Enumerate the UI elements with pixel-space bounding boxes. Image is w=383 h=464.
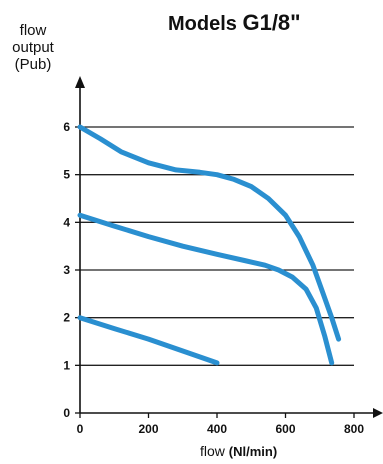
y-tick-label-4: 4 <box>63 215 70 229</box>
chart-title: Models G1/8" <box>168 10 301 36</box>
x-axis-label-unit: (Nl/min) <box>228 444 278 459</box>
y-tick-label-3: 3 <box>63 263 70 277</box>
x-tick-label-600: 600 <box>275 422 295 436</box>
y-tick-label-2: 2 <box>63 311 70 325</box>
y-tick-label-6: 6 <box>63 120 70 134</box>
x-tick-label-200: 200 <box>138 422 158 436</box>
y-tick-label-0: 0 <box>63 406 70 420</box>
y-axis-label-line-1: flow <box>19 22 47 39</box>
chart-title-model: G1/8" <box>242 10 301 35</box>
x-axis-label: flow (Nl/min) <box>200 443 277 459</box>
y-axis-label-line-2: output <box>12 39 54 56</box>
x-axis-label-prefix: flow <box>200 443 225 459</box>
x-tick-label-400: 400 <box>207 422 227 436</box>
x-axis-arrow <box>373 408 383 418</box>
x-tick-label-0: 0 <box>77 422 84 436</box>
y-axis-label-line-3: (Pub) <box>14 56 52 73</box>
y-axis-label: flow output (Pub) <box>2 22 64 73</box>
y-tick-label-5: 5 <box>63 168 70 182</box>
series-line-1 <box>77 124 342 342</box>
series-line-2 <box>77 212 335 366</box>
series-line-3 <box>77 315 220 366</box>
y-axis-arrow <box>75 76 85 88</box>
x-tick-label-800: 800 <box>344 422 364 436</box>
y-tick-label-1: 1 <box>63 358 70 372</box>
chart-title-prefix: Models <box>168 13 237 35</box>
